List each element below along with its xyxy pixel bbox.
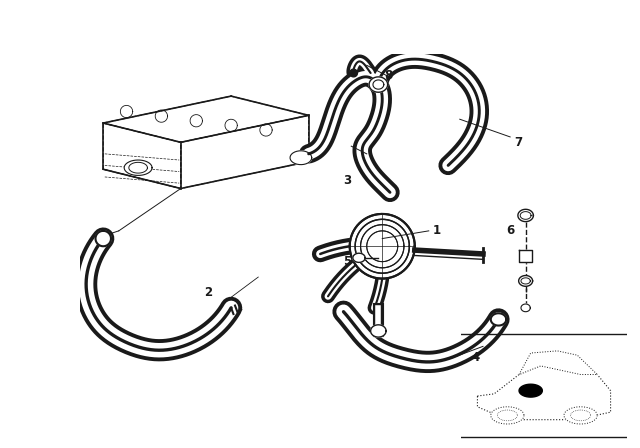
Polygon shape [349,69,358,77]
Polygon shape [371,325,386,337]
Polygon shape [124,160,152,176]
Polygon shape [571,410,591,421]
Polygon shape [521,278,531,284]
Polygon shape [290,151,312,164]
Polygon shape [491,313,506,326]
Polygon shape [520,211,531,220]
Polygon shape [564,407,597,424]
Polygon shape [353,253,365,263]
Text: 1: 1 [433,224,440,237]
Polygon shape [521,304,531,312]
Text: 8: 8 [385,69,392,82]
Polygon shape [518,209,533,222]
Polygon shape [519,384,542,397]
Polygon shape [477,366,611,420]
Polygon shape [180,116,308,189]
Text: 6: 6 [506,224,515,237]
Polygon shape [520,250,532,262]
Polygon shape [491,407,524,424]
Polygon shape [95,231,111,246]
Polygon shape [518,276,532,286]
Polygon shape [349,214,415,279]
Polygon shape [369,77,388,92]
Text: 7: 7 [514,136,522,149]
Polygon shape [497,410,517,421]
Text: 3: 3 [343,174,351,187]
Text: 5: 5 [343,255,351,268]
Polygon shape [129,162,147,173]
Text: 2: 2 [204,286,212,299]
Text: 4: 4 [471,351,479,364]
Polygon shape [103,96,308,142]
Polygon shape [519,351,597,375]
Polygon shape [103,123,180,189]
Text: C0031800: C0031800 [508,387,551,396]
Polygon shape [373,80,384,89]
